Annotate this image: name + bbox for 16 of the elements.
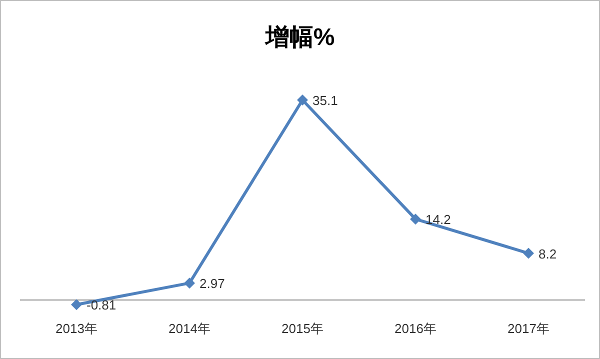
data-label: 14.2 — [426, 212, 451, 228]
data-label: 8.2 — [538, 246, 557, 262]
point — [523, 248, 534, 259]
point — [184, 278, 195, 289]
x-tick-label: 2014年 — [168, 321, 210, 336]
x-tick-label: 2016年 — [394, 321, 436, 336]
data-label: 2.97 — [200, 276, 225, 292]
x-tick-label: 2017年 — [508, 321, 550, 336]
point — [410, 214, 421, 225]
data-label: -0.81 — [86, 298, 116, 313]
x-tick-label: 2015年 — [282, 321, 324, 336]
data-label: 35.1 — [312, 93, 338, 108]
point — [71, 299, 82, 310]
point — [297, 94, 308, 106]
x-tick-label: 2013年 — [56, 321, 98, 336]
chart-title: 增幅% — [264, 24, 335, 51]
